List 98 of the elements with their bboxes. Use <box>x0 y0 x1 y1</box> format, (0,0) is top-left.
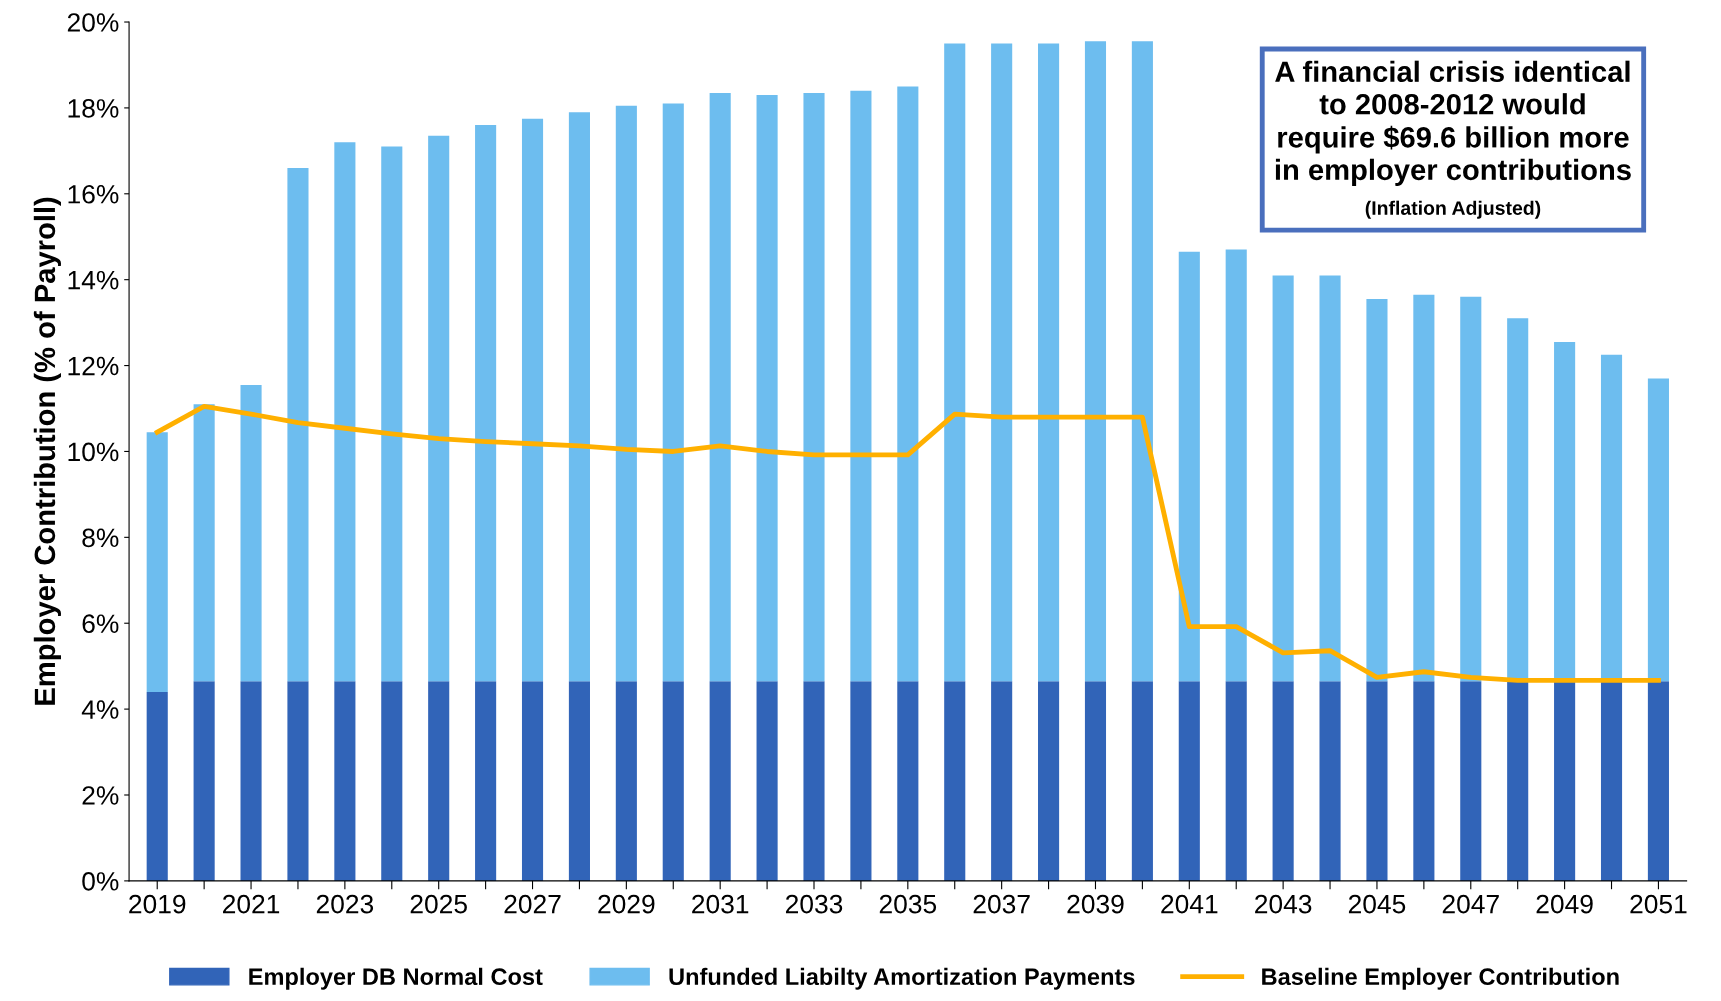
bar <box>381 681 403 881</box>
x-tick-label: 2045 <box>1348 894 1406 914</box>
bar <box>287 168 309 682</box>
bar <box>1272 275 1294 682</box>
x-tick-label: 2049 <box>1536 894 1593 914</box>
bar <box>1460 681 1482 881</box>
bar <box>146 691 168 881</box>
bar <box>897 681 919 881</box>
legend-label: Employer DB Normal Cost <box>249 967 543 990</box>
bar <box>1084 41 1107 682</box>
annotation: (Inflation Adjusted) <box>1365 200 1541 219</box>
bar <box>615 681 637 881</box>
bar <box>1084 681 1107 881</box>
y-tick-label: 14% <box>68 270 119 290</box>
y-tick-label: 20% <box>67 13 119 32</box>
y-tick-label: 18% <box>68 99 119 118</box>
bar <box>850 90 872 682</box>
bar <box>428 135 450 682</box>
y-tick-label: 10% <box>68 442 119 462</box>
x-tick-label: 2027 <box>504 894 561 914</box>
bar <box>568 112 590 682</box>
x-tick-label: 2051 <box>1630 894 1687 914</box>
bar <box>381 146 403 682</box>
bar <box>662 103 684 682</box>
x-tick-label: 2025 <box>410 894 467 914</box>
bar <box>193 404 215 682</box>
line-series <box>154 403 1661 683</box>
bar <box>850 681 872 881</box>
bar <box>803 92 825 682</box>
bar <box>897 86 919 682</box>
bar <box>1647 378 1669 682</box>
bar <box>1131 681 1153 881</box>
bar <box>568 681 590 881</box>
bar <box>1225 681 1247 881</box>
x-tick-label: 2043 <box>1255 894 1312 914</box>
bar <box>475 681 497 881</box>
x-tick-label: 2019 <box>129 894 186 914</box>
y-tick-label: 12% <box>68 356 119 376</box>
bar <box>1366 299 1388 682</box>
bar <box>521 681 544 881</box>
bar <box>1460 296 1482 682</box>
bar <box>1178 251 1200 682</box>
annotation: A financial crisis identical to 2008-2012 would require $69.6 billion more in employer contributions <box>1275 60 1631 186</box>
bar <box>475 125 497 682</box>
bar <box>1413 681 1435 881</box>
bar <box>803 681 825 881</box>
bar <box>944 681 966 881</box>
y-tick-label: 6% <box>82 614 119 634</box>
bar <box>991 681 1013 881</box>
bar <box>1038 681 1060 881</box>
bar <box>428 681 450 881</box>
y-tick-label: 2% <box>82 786 119 805</box>
bar <box>334 142 356 682</box>
bar <box>1272 681 1294 881</box>
x-tick-label: 2039 <box>1067 894 1124 914</box>
bar <box>287 681 309 881</box>
legend-label: Unfunded Liabilty Amortization Payments <box>669 967 1135 990</box>
bar <box>944 43 966 682</box>
bar <box>240 384 262 682</box>
bar <box>1554 681 1576 881</box>
bar <box>1225 249 1247 682</box>
x-tick-label: 2029 <box>598 894 655 914</box>
y-tick-label: 16% <box>68 184 119 204</box>
bar <box>1600 681 1623 881</box>
bar <box>1038 43 1060 682</box>
bar <box>662 681 684 881</box>
bar <box>991 43 1013 682</box>
bar <box>756 681 778 881</box>
x-tick-label: 2031 <box>692 894 749 914</box>
y-tick-label: 4% <box>81 700 119 719</box>
x-tick-label: 2047 <box>1442 894 1499 914</box>
legend-label: Baseline Employer Contribution <box>1262 967 1619 990</box>
bar <box>709 92 731 682</box>
bar <box>756 95 778 682</box>
bar <box>1507 681 1529 881</box>
x-tick-label: 2035 <box>879 894 937 914</box>
y-axis-title: Employer Contribution (% of Payroll) <box>33 197 61 705</box>
bar <box>240 681 262 881</box>
x-tick-label: 2021 <box>223 894 280 914</box>
y-tick-label: 8% <box>82 528 119 548</box>
x-tick-label: 2041 <box>1161 894 1218 914</box>
bar <box>146 432 168 692</box>
bar <box>193 681 215 881</box>
bar <box>709 681 731 881</box>
bar <box>1413 294 1435 682</box>
y-tick-label: 0% <box>82 872 119 891</box>
bar <box>1131 41 1153 682</box>
x-tick-label: 2023 <box>316 894 374 914</box>
bar <box>521 118 544 682</box>
x-tick-label: 2033 <box>785 894 843 914</box>
bar <box>1319 681 1341 881</box>
bar <box>615 105 637 682</box>
x-tick-label: 2037 <box>973 894 1030 914</box>
bar <box>1647 681 1669 881</box>
bar <box>1366 681 1388 881</box>
bar <box>1319 275 1341 682</box>
bar <box>1178 681 1200 881</box>
bar <box>334 681 356 881</box>
